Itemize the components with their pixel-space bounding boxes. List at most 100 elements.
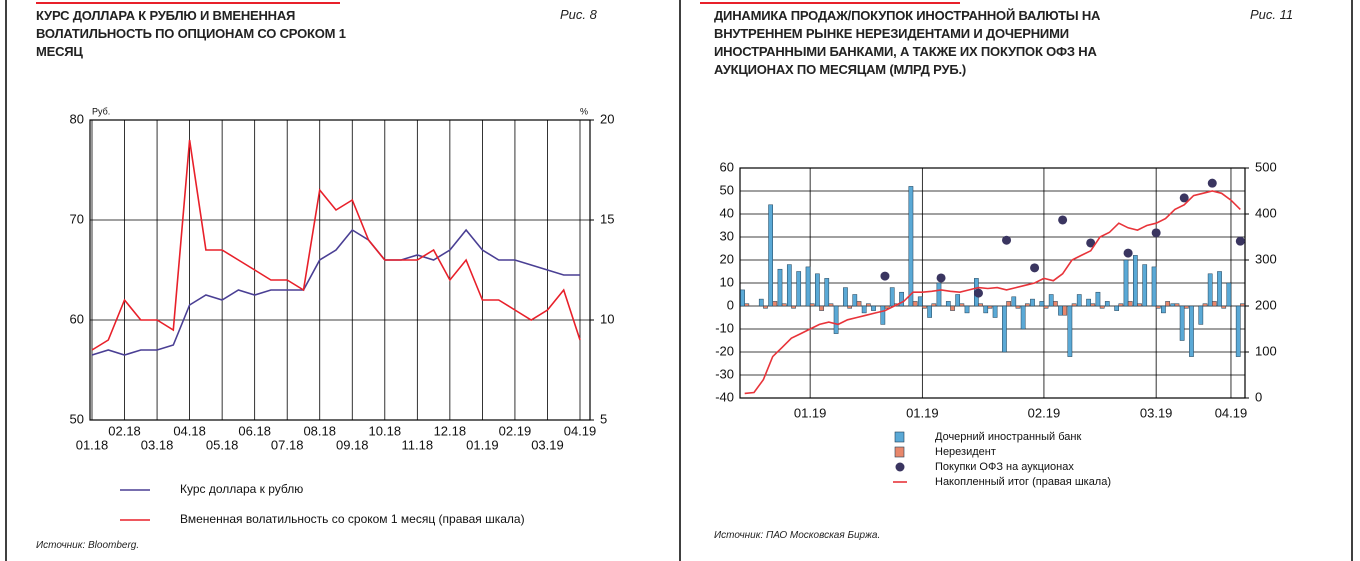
legend-label: Курс доллара к рублю	[180, 482, 303, 496]
bar	[1090, 303, 1096, 307]
bar	[1174, 303, 1180, 307]
y2-tick-label: 400	[1255, 205, 1277, 220]
bar	[899, 291, 904, 307]
x-tick-label: 12.18	[434, 423, 467, 438]
y2-tick-label: 10	[600, 311, 614, 326]
bar	[1123, 259, 1129, 307]
bar	[1127, 301, 1133, 307]
dot	[973, 288, 983, 298]
x-tick-label: 08.18	[303, 423, 336, 438]
x-tick-label: 04.18	[173, 423, 206, 438]
x-tick-label: 03.18	[141, 437, 174, 452]
x-tick-label: 04.19	[564, 423, 597, 438]
bar	[1221, 305, 1227, 309]
bar	[1015, 305, 1021, 309]
bar	[1053, 301, 1058, 307]
y2-tick-label: 15	[600, 211, 614, 226]
y-tick-label: 50	[70, 411, 84, 426]
bar	[1202, 303, 1208, 307]
y-tick-label: -10	[715, 320, 734, 335]
x-tick-label: 01.19	[466, 437, 499, 452]
bar	[1137, 303, 1142, 307]
dot	[1002, 235, 1012, 245]
bar	[889, 287, 895, 307]
dot	[1151, 228, 1161, 238]
x-tick-label: 03.19	[531, 437, 564, 452]
bar	[1020, 305, 1026, 330]
source: Источник: ПАО Московская Биржа.	[714, 530, 881, 541]
bar	[1212, 301, 1217, 307]
bar	[912, 301, 918, 307]
y-tick-label: 60	[720, 159, 734, 174]
bar	[833, 305, 839, 334]
bar	[1179, 305, 1185, 341]
y-tick-label: 30	[720, 228, 734, 243]
y-tick-label: 80	[70, 111, 84, 126]
bar	[824, 278, 830, 307]
legend-label: Нерезидент	[935, 446, 996, 458]
bar	[1217, 271, 1222, 307]
x-tick-label: 05.18	[206, 437, 239, 452]
bar	[922, 305, 927, 309]
bar	[763, 305, 768, 309]
bar	[856, 301, 862, 307]
dot	[1123, 248, 1133, 258]
y2-tick-label: 300	[1255, 251, 1277, 266]
bar	[1151, 266, 1157, 307]
bar	[959, 303, 965, 307]
bar	[931, 303, 937, 307]
bar	[1114, 305, 1119, 311]
x-tick-label: 02.18	[108, 423, 141, 438]
bar	[1155, 305, 1161, 309]
dot	[1235, 236, 1245, 246]
bar	[866, 303, 871, 307]
dot	[1179, 193, 1189, 203]
legend-label: Накопленный итог (правая шкала)	[935, 476, 1111, 488]
x-tick-label: 03.19	[1140, 405, 1173, 420]
y2-tick-label: 5	[600, 411, 607, 426]
y-tick-label: 0	[727, 297, 734, 312]
bar	[758, 298, 764, 307]
bar	[847, 305, 853, 309]
figure-label: Рис. 8	[560, 7, 597, 22]
bar	[791, 305, 796, 309]
dot	[1030, 263, 1040, 273]
bar	[927, 305, 932, 318]
bar	[740, 289, 745, 307]
bar	[772, 301, 778, 307]
bar	[983, 305, 989, 314]
legend-swatch	[894, 431, 905, 443]
bar	[1198, 305, 1204, 325]
figure-label: Рис. 11	[1250, 7, 1294, 22]
legend-label: Покупки ОФЗ на аукционах	[935, 461, 1074, 473]
legend-label: Дочерний иностранный банк	[935, 431, 1081, 443]
x-tick-label: 07.18	[271, 437, 304, 452]
legend-swatch	[895, 462, 905, 472]
bar	[884, 305, 890, 309]
y-tick-label: 10	[720, 274, 734, 289]
y-tick-label: 20	[720, 251, 734, 266]
legend-label: Вмененная волатильность со сроком 1 меся…	[180, 512, 525, 526]
x-tick-label: 11.18	[402, 437, 434, 452]
source: Источник: Bloomberg.	[36, 540, 140, 551]
bar	[861, 305, 867, 314]
chart-title: ДИНАМИКА ПРОДАЖ/ПОКУПОК ИНОСТРАННОЙ ВАЛЮ…	[714, 8, 1101, 77]
bar	[917, 296, 923, 307]
x-tick-label: 06.18	[238, 423, 271, 438]
bar	[1099, 305, 1105, 309]
legend-swatch	[894, 446, 905, 458]
y-tick-label: -40	[715, 389, 734, 404]
bar	[1207, 273, 1213, 307]
y2-axis-label: %	[580, 106, 588, 116]
y-tick-label: 40	[720, 205, 734, 220]
bar	[1043, 305, 1049, 309]
x-tick-label: 10.18	[369, 423, 402, 438]
bar	[1058, 305, 1063, 316]
bar	[871, 305, 876, 311]
bar	[1142, 264, 1148, 307]
bar	[796, 271, 802, 307]
bar	[1118, 303, 1124, 307]
bar	[843, 287, 848, 307]
bar	[880, 305, 886, 325]
